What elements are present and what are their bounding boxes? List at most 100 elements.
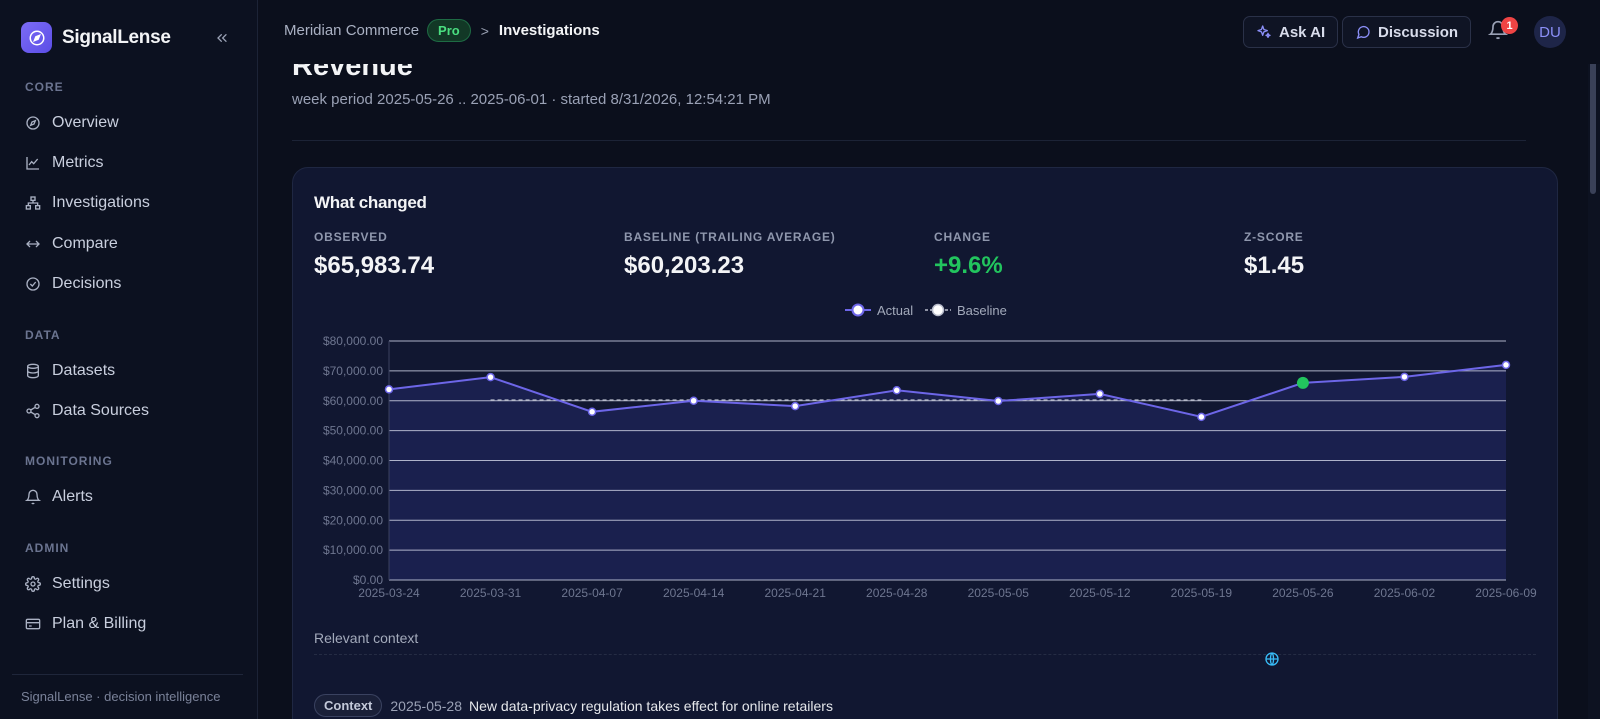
x-tick-label: 2025-04-28 xyxy=(866,586,928,600)
y-tick-label: $50,000.00 xyxy=(323,424,383,438)
sidebar-item-label: Investigations xyxy=(52,194,150,211)
main-content: Revenue week period 2025-05-26 .. 2025-0… xyxy=(259,0,1588,719)
stat-change: CHANGE +9.6% xyxy=(934,230,1003,280)
highlight-point xyxy=(1296,376,1309,389)
context-text: New data-privacy regulation takes effect… xyxy=(469,697,833,714)
x-tick-label: 2025-05-26 xyxy=(1272,586,1334,600)
x-tick-label: 2025-04-21 xyxy=(764,586,826,600)
line-chart-icon xyxy=(25,155,41,171)
y-tick-label: $10,000.00 xyxy=(323,543,383,557)
legend-actual-label: Actual xyxy=(877,303,913,318)
scrollbar-thumb[interactable] xyxy=(1590,34,1596,194)
credit-card-icon xyxy=(25,616,41,632)
stat-value: $1.45 xyxy=(1244,252,1305,279)
sidebar-item-compare[interactable]: Compare xyxy=(16,226,242,262)
x-tick-label: 2025-06-09 xyxy=(1475,586,1537,600)
ask-ai-button[interactable]: Ask AI xyxy=(1243,16,1339,48)
notification-count-badge: 1 xyxy=(1501,17,1518,34)
stat-z-score: Z-SCORE $1.45 xyxy=(1244,230,1304,280)
actual-point xyxy=(587,407,597,417)
section-label-core: CORE xyxy=(25,80,64,94)
y-tick-label: $30,000.00 xyxy=(323,483,383,497)
plan-badge: Pro xyxy=(427,19,471,42)
stat-label: Z-SCORE xyxy=(1244,230,1304,244)
sidebar-item-label: Decisions xyxy=(52,275,122,292)
stat-value: $60,203.23 xyxy=(624,252,745,279)
collapse-sidebar-button[interactable] xyxy=(212,28,232,48)
sidebar-item-overview[interactable]: Overview xyxy=(16,105,242,141)
discussion-button[interactable]: Discussion xyxy=(1342,16,1472,48)
sidebar-item-label: Settings xyxy=(52,575,110,592)
x-tick-label: 2025-05-19 xyxy=(1171,586,1233,600)
breadcrumb-separator: > xyxy=(480,22,489,39)
what-changed-card: What changed OBSERVED $65,983.74 BASELIN… xyxy=(292,167,1558,719)
actual-point xyxy=(1197,412,1206,422)
database-icon xyxy=(25,363,41,379)
sidebar-item-data-sources[interactable]: Data Sources xyxy=(16,393,242,429)
legend-baseline-marker xyxy=(931,303,945,317)
sidebar-item-alerts[interactable]: Alerts xyxy=(16,479,242,515)
section-label-admin: ADMIN xyxy=(25,541,70,555)
share-icon xyxy=(25,403,41,419)
stat-value: $65,983.74 xyxy=(314,252,435,279)
context-timeline xyxy=(314,654,1536,655)
globe-icon[interactable] xyxy=(1264,651,1280,667)
gear-icon xyxy=(25,576,41,592)
actual-point xyxy=(486,372,495,382)
context-item[interactable]: Context 2025-05-28 New data-privacy regu… xyxy=(314,694,833,717)
actual-area-fill xyxy=(389,364,1506,580)
legend-actual-marker xyxy=(851,303,865,317)
sparkle-icon xyxy=(1257,25,1271,38)
y-tick-label: $20,000.00 xyxy=(323,513,383,527)
compass-logo-icon xyxy=(21,22,52,53)
divider xyxy=(292,140,1526,141)
sidebar-item-plan-billing[interactable]: Plan & Billing xyxy=(16,606,242,642)
sidebar-item-investigations[interactable]: Investigations xyxy=(16,185,242,221)
context-tag: Context xyxy=(314,694,383,717)
y-tick-label: $60,000.00 xyxy=(323,394,383,408)
actual-point xyxy=(994,396,1003,406)
revenue-line-chart: $0.00 $10,000.00 $20,000.00 $30,000.00 $40,0… xyxy=(323,303,1537,600)
sidebar-item-metrics[interactable]: Metrics xyxy=(16,145,242,181)
sidebar-item-label: Compare xyxy=(52,235,118,252)
x-tick-label: 2025-05-05 xyxy=(968,586,1030,600)
brand[interactable]: SignalLense xyxy=(21,22,171,53)
arrows-left-right-icon xyxy=(25,236,41,252)
breadcrumb: Meridian Commerce Pro > Investigations xyxy=(284,19,600,42)
x-tick-label: 2025-05-12 xyxy=(1069,586,1131,600)
sidebar-item-label: Datasets xyxy=(52,362,116,379)
y-tick-label: $40,000.00 xyxy=(323,454,383,468)
x-tick-label: 2025-03-24 xyxy=(358,586,420,600)
sidebar: SignalLense CORE Overview Metrics Invest… xyxy=(0,0,258,719)
stat-value: +9.6% xyxy=(934,252,1003,279)
sidebar-item-label: Alerts xyxy=(52,488,93,505)
sidebar-item-label: Overview xyxy=(52,114,119,131)
avatar[interactable]: DU xyxy=(1534,16,1566,48)
sidebar-item-decisions[interactable]: Decisions xyxy=(16,266,242,302)
bell-icon xyxy=(25,489,41,505)
sidebar-item-label: Plan & Billing xyxy=(52,615,147,632)
stat-label: OBSERVED xyxy=(314,230,388,244)
sidebar-item-label: Metrics xyxy=(52,154,104,171)
chat-bubble-icon xyxy=(1356,25,1370,40)
x-tick-label: 2025-06-02 xyxy=(1374,586,1436,600)
sidebar-item-settings[interactable]: Settings xyxy=(16,566,242,602)
legend-baseline-label: Baseline xyxy=(957,303,1007,318)
context-date: 2025-05-28 xyxy=(390,697,463,714)
actual-point xyxy=(790,401,800,411)
x-tick-label: 2025-04-14 xyxy=(663,586,725,600)
y-tick-label: $0.00 xyxy=(353,573,383,587)
y-tick-label: $80,000.00 xyxy=(323,334,383,348)
page-scrollbar[interactable] xyxy=(1588,0,1600,719)
double-chevron-left-icon xyxy=(217,34,227,42)
actual-point xyxy=(892,386,901,395)
section-label-monitoring: MONITORING xyxy=(25,454,113,468)
discussion-label: Discussion xyxy=(1378,23,1459,41)
section-label-data: DATA xyxy=(25,328,61,342)
page-subtitle: week period 2025-05-26 .. 2025-06-01 · s… xyxy=(292,91,771,108)
actual-point xyxy=(384,385,394,394)
relevant-context-label: Relevant context xyxy=(314,630,419,646)
breadcrumb-org[interactable]: Meridian Commerce xyxy=(284,22,420,39)
sidebar-item-datasets[interactable]: Datasets xyxy=(16,353,242,389)
y-tick-label: $70,000.00 xyxy=(323,364,383,378)
